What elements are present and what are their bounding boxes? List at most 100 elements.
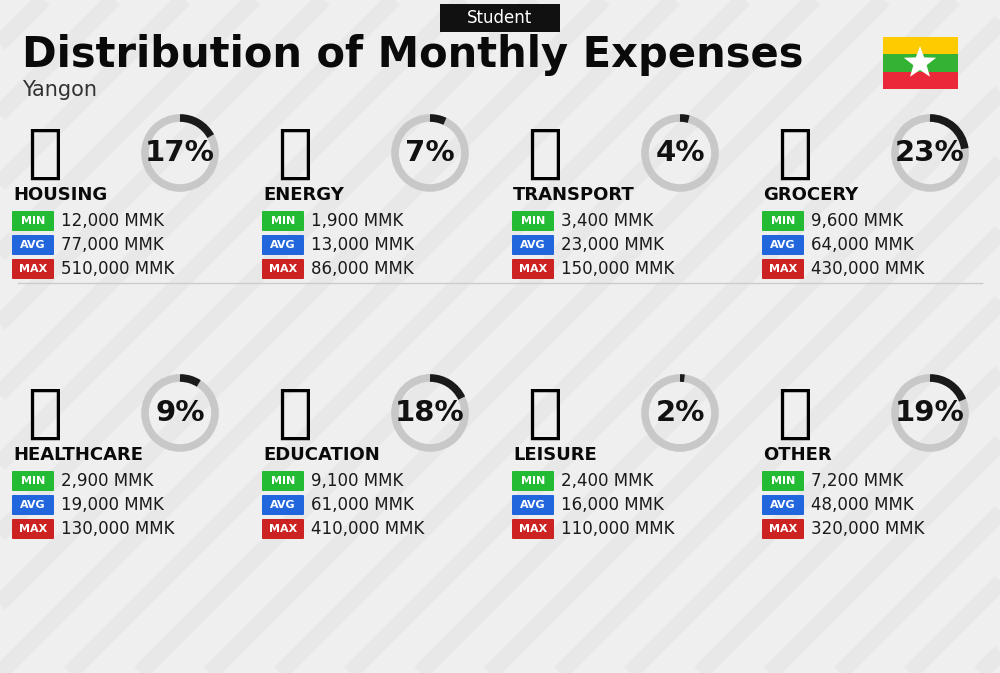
Text: 86,000 MMK: 86,000 MMK [311,260,414,277]
Text: 61,000 MMK: 61,000 MMK [311,495,414,513]
FancyBboxPatch shape [762,495,804,515]
Text: 13,000 MMK: 13,000 MMK [311,236,414,254]
Text: MIN: MIN [21,476,45,485]
FancyBboxPatch shape [12,235,54,255]
Text: 🛍: 🛍 [528,384,562,441]
Text: 130,000 MMK: 130,000 MMK [61,520,175,538]
FancyBboxPatch shape [512,471,554,491]
Text: 9%: 9% [155,399,205,427]
Text: 4%: 4% [655,139,705,167]
Text: MAX: MAX [269,264,297,273]
Text: 320,000 MMK: 320,000 MMK [811,520,924,538]
Text: MIN: MIN [271,215,295,225]
Text: MIN: MIN [521,215,545,225]
FancyBboxPatch shape [12,495,54,515]
Text: 430,000 MMK: 430,000 MMK [811,260,924,277]
Text: MAX: MAX [269,524,297,534]
Text: AVG: AVG [20,499,46,509]
Text: 2,900 MMK: 2,900 MMK [61,472,153,489]
Text: 7%: 7% [405,139,455,167]
Text: AVG: AVG [770,499,796,509]
Text: MIN: MIN [21,215,45,225]
FancyBboxPatch shape [762,519,804,539]
FancyBboxPatch shape [762,471,804,491]
Text: 18%: 18% [395,399,465,427]
FancyBboxPatch shape [762,259,804,279]
Text: 🎓: 🎓 [278,384,312,441]
Text: HOUSING: HOUSING [13,186,107,204]
FancyBboxPatch shape [512,495,554,515]
Text: 19%: 19% [895,399,965,427]
FancyBboxPatch shape [12,211,54,231]
Text: 150,000 MMK: 150,000 MMK [561,260,674,277]
Text: AVG: AVG [20,240,46,250]
Text: 👝: 👝 [778,384,812,441]
Text: AVG: AVG [270,240,296,250]
Text: 🏥: 🏥 [28,384,62,441]
FancyBboxPatch shape [762,211,804,231]
Text: 9,600 MMK: 9,600 MMK [811,211,903,229]
Text: AVG: AVG [520,499,546,509]
Text: Distribution of Monthly Expenses: Distribution of Monthly Expenses [22,34,804,76]
Text: 17%: 17% [145,139,215,167]
Text: MAX: MAX [19,524,47,534]
FancyBboxPatch shape [262,495,304,515]
FancyBboxPatch shape [12,471,54,491]
FancyBboxPatch shape [883,55,958,71]
Text: 19,000 MMK: 19,000 MMK [61,495,164,513]
Text: GROCERY: GROCERY [763,186,858,204]
Text: 1,900 MMK: 1,900 MMK [311,211,403,229]
Text: MAX: MAX [769,264,797,273]
Text: MIN: MIN [771,215,795,225]
FancyBboxPatch shape [762,235,804,255]
FancyBboxPatch shape [262,235,304,255]
Text: TRANSPORT: TRANSPORT [513,186,635,204]
FancyBboxPatch shape [262,519,304,539]
Text: MAX: MAX [519,264,547,273]
Text: Student: Student [467,9,533,27]
Text: 9,100 MMK: 9,100 MMK [311,472,403,489]
FancyBboxPatch shape [440,4,560,32]
Text: MIN: MIN [771,476,795,485]
FancyBboxPatch shape [262,211,304,231]
Text: 23%: 23% [895,139,965,167]
Text: MIN: MIN [271,476,295,485]
Text: 🏢: 🏢 [28,125,62,182]
Text: AVG: AVG [770,240,796,250]
Text: EDUCATION: EDUCATION [263,446,380,464]
FancyBboxPatch shape [512,519,554,539]
Polygon shape [904,46,936,77]
Text: 77,000 MMK: 77,000 MMK [61,236,164,254]
Text: MAX: MAX [519,524,547,534]
FancyBboxPatch shape [512,259,554,279]
Text: 🔌: 🔌 [278,125,312,182]
FancyBboxPatch shape [512,235,554,255]
Text: 48,000 MMK: 48,000 MMK [811,495,914,513]
FancyBboxPatch shape [883,37,958,55]
Text: 2,400 MMK: 2,400 MMK [561,472,653,489]
FancyBboxPatch shape [12,519,54,539]
FancyBboxPatch shape [262,259,304,279]
Text: AVG: AVG [520,240,546,250]
Text: 2%: 2% [655,399,705,427]
FancyBboxPatch shape [12,259,54,279]
Text: 510,000 MMK: 510,000 MMK [61,260,174,277]
Text: ENERGY: ENERGY [263,186,344,204]
Text: 3,400 MMK: 3,400 MMK [561,211,653,229]
FancyBboxPatch shape [262,471,304,491]
Text: 12,000 MMK: 12,000 MMK [61,211,164,229]
Text: MIN: MIN [521,476,545,485]
Text: 64,000 MMK: 64,000 MMK [811,236,914,254]
Text: AVG: AVG [270,499,296,509]
FancyBboxPatch shape [512,211,554,231]
Text: 🛒: 🛒 [778,125,812,182]
Text: 7,200 MMK: 7,200 MMK [811,472,903,489]
FancyBboxPatch shape [883,71,958,89]
Text: MAX: MAX [19,264,47,273]
Text: 🚌: 🚌 [528,125,562,182]
Text: 23,000 MMK: 23,000 MMK [561,236,664,254]
Text: HEALTHCARE: HEALTHCARE [13,446,143,464]
Text: Yangon: Yangon [22,80,97,100]
Text: 16,000 MMK: 16,000 MMK [561,495,664,513]
Text: 410,000 MMK: 410,000 MMK [311,520,424,538]
